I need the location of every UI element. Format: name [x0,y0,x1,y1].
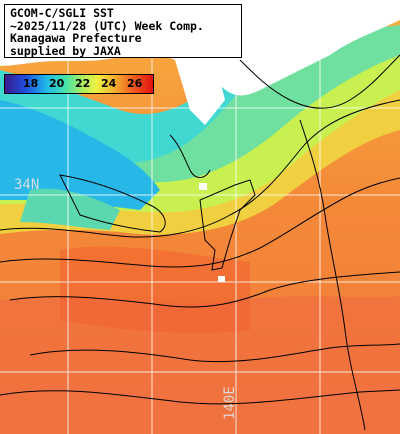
longitude-label: 140E [222,386,238,420]
land-island [199,183,207,190]
colorbar-tick-20: 20 [49,77,65,90]
title-box: GCOM-C/SGLI SST ~2025/11/28 (UTC) Week C… [4,4,242,58]
hot-patch [60,246,250,334]
colorbar-tick-22: 22 [75,77,91,90]
latitude-label: 34N [14,177,40,193]
blue-zone [0,100,160,210]
colorbar-tick-24: 24 [101,77,117,90]
warm-band [0,296,400,434]
title-line-region: Kanagawa Prefecture [10,31,142,45]
land-peninsula [175,60,225,125]
title-line-product: GCOM-C/SGLI SST [10,6,114,20]
title-line-supplier: supplied by JAXA [10,43,121,58]
sst-contours [0,54,400,431]
land-islet [218,276,225,282]
colorbar-tick-26: 26 [127,77,143,90]
colorbar: 18 20 22 24 26 [4,74,154,94]
colorbar-tick-18: 18 [23,77,39,90]
title-line-date: ~2025/11/28 (UTC) Week Comp. [10,18,204,33]
